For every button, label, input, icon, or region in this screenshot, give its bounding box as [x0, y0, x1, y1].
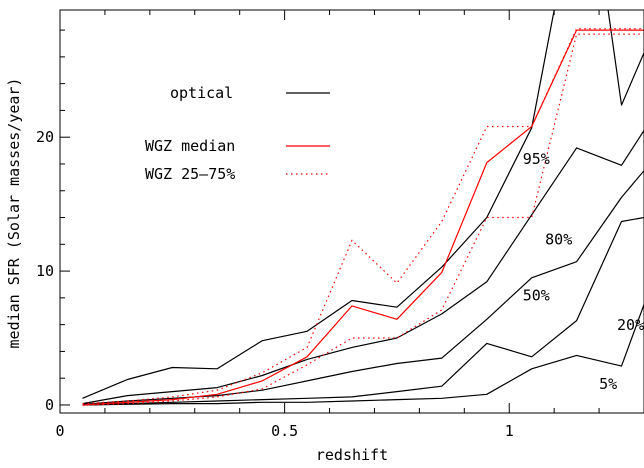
- series-line-optical-right: [607, 9, 644, 106]
- x-axis-label: redshift: [316, 446, 388, 464]
- series-line-wgz-25: [82, 33, 644, 406]
- percentile-label: 20%: [617, 316, 644, 334]
- annotations-layer: 95% 80% 50% 20% 5%: [523, 150, 644, 393]
- series-line-50: [82, 216, 644, 406]
- series-line-wgz-75: [82, 28, 644, 405]
- series-line-optical: [82, 9, 555, 399]
- series-line-80: [82, 170, 644, 405]
- legend-label-wgz-median: WGZ median: [145, 137, 235, 155]
- legend: optical WGZ median WGZ 25–75%: [145, 84, 330, 183]
- percentile-label: 50%: [523, 287, 550, 305]
- y-tick-label: 20: [36, 128, 54, 146]
- percentile-label: 95%: [523, 150, 550, 168]
- series-layer: [82, 9, 644, 406]
- x-tick-label: 0: [55, 422, 64, 440]
- y-tick-label: 10: [36, 262, 54, 280]
- series-line-95: [82, 130, 644, 405]
- percentile-label: 5%: [599, 375, 617, 393]
- y-axis-label: median SFR (Solar masses/year): [5, 78, 23, 349]
- plot-frame: [59, 9, 644, 414]
- y-tick-label: 0: [45, 396, 54, 414]
- percentile-label: 80%: [545, 230, 572, 248]
- legend-label-wgz-25-75: WGZ 25–75%: [145, 165, 235, 183]
- legend-label-optical: optical: [170, 84, 233, 102]
- x-tick-label: 1: [505, 422, 514, 440]
- series-line-wgz-median: [82, 29, 644, 406]
- series-line-20: [82, 304, 644, 406]
- x-tick-label: 0.5: [271, 422, 298, 440]
